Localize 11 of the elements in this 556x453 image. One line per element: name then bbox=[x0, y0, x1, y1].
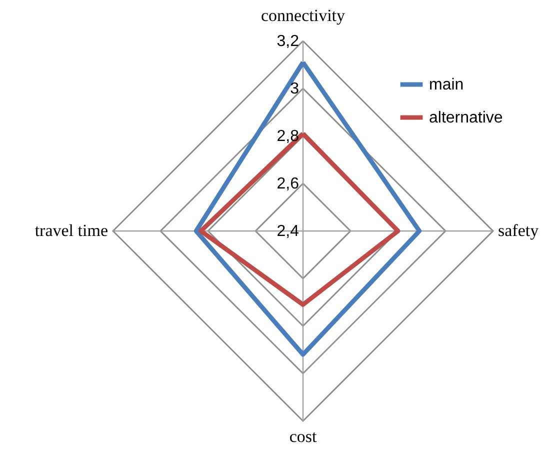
y-tick-label: 2,8 bbox=[276, 128, 300, 145]
spoke-label: connectivity bbox=[260, 6, 346, 25]
spoke-label: safety bbox=[498, 221, 540, 240]
spoke-label: cost bbox=[289, 427, 317, 446]
spoke-label: travel time bbox=[34, 221, 108, 240]
y-tick-label: 2,6 bbox=[276, 176, 300, 192]
legend-label: alternative bbox=[429, 110, 503, 126]
y-tick-label: 3 bbox=[290, 80, 300, 98]
y-tick-label: 2,4 bbox=[276, 223, 300, 240]
legend-label: main bbox=[429, 76, 464, 94]
y-tick-label: 3,2 bbox=[276, 33, 300, 50]
